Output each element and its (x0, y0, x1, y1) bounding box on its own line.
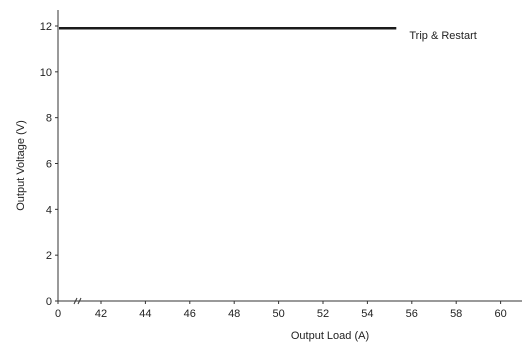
x-tick-label: 0 (55, 308, 61, 320)
x-tick-label: 60 (494, 308, 506, 320)
x-tick-label: 46 (184, 308, 196, 320)
x-tick-label: 42 (95, 308, 107, 320)
x-tick-label: 44 (139, 308, 151, 320)
annotation-trip-restart: Trip & Restart (409, 30, 476, 42)
y-tick-label: 10 (40, 67, 52, 79)
axis-break-mark (73, 297, 78, 305)
y-axis-title: Output Voltage (V) (15, 120, 27, 211)
axis-break-mark (77, 297, 82, 305)
x-axis-title: Output Load (A) (291, 330, 369, 342)
axes (55, 10, 522, 305)
y-tick-label: 0 (46, 296, 52, 308)
x-tick-label: 58 (450, 308, 462, 320)
y-tick-label: 6 (46, 159, 52, 171)
x-tick-label: 48 (228, 308, 240, 320)
y-tick-label: 12 (40, 21, 52, 33)
x-tick-label: 54 (361, 308, 373, 320)
y-tick-label: 2 (46, 250, 52, 262)
y-tick-label: 8 (46, 113, 52, 125)
y-tick-label: 4 (46, 204, 52, 216)
x-tick-label: 50 (272, 308, 284, 320)
x-tick-label: 56 (406, 308, 418, 320)
x-tick-label: 52 (317, 308, 329, 320)
